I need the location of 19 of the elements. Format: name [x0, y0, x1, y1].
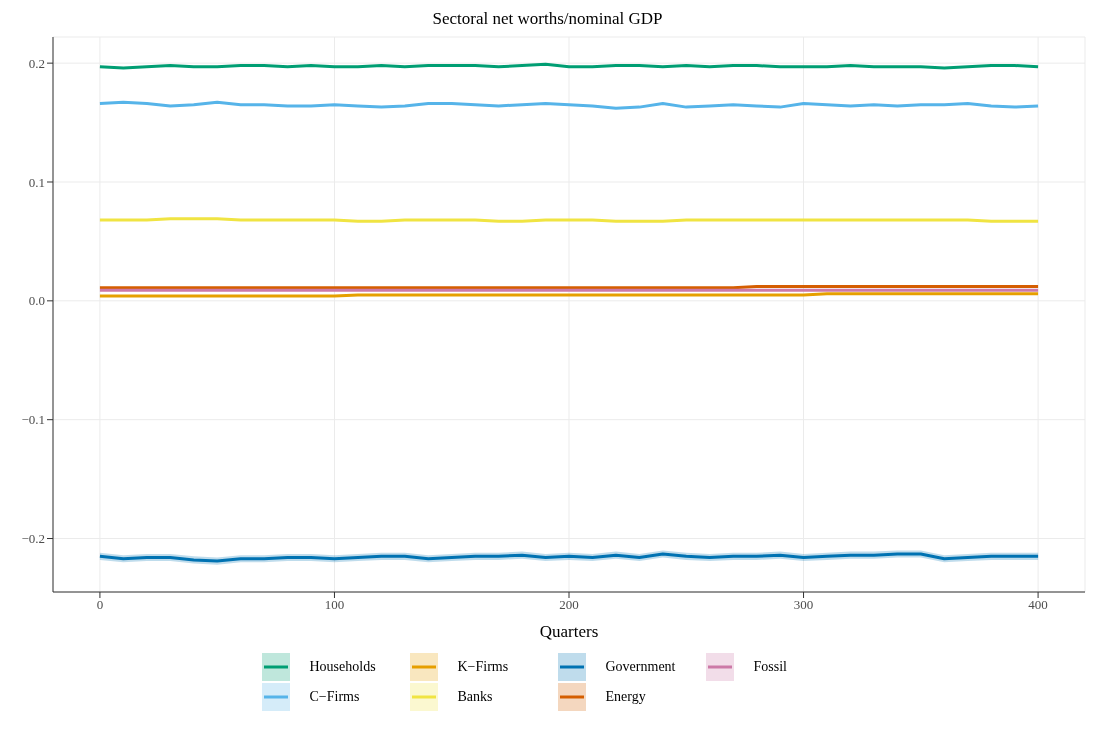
x-tick-label: 100	[324, 597, 345, 613]
y-tick-label: −0.2	[21, 531, 45, 547]
x-tick-label: 200	[559, 597, 579, 613]
y-tick-label: −0.1	[21, 412, 45, 428]
y-tick-label: 0.1	[28, 174, 45, 190]
x-tick-label: 0	[96, 597, 104, 613]
x-tick-label: 400	[1028, 597, 1048, 613]
legend-label: C−Firms	[309, 689, 361, 705]
legend-label: Energy	[605, 689, 647, 705]
y-tick-label: 0.2	[28, 55, 45, 71]
legend-label: K−Firms	[457, 659, 510, 675]
y-tick-label: 0.0	[28, 293, 45, 309]
legend-label: Households	[309, 659, 377, 675]
x-axis-title: Quarters	[539, 622, 599, 641]
x-tick-label: 300	[793, 597, 814, 613]
legend-label: Fossil	[753, 659, 788, 675]
legend-label: Banks	[457, 689, 494, 705]
chart-title: Sectoral net worths/nominal GDP	[431, 8, 664, 30]
legend-label: Government	[605, 659, 677, 675]
